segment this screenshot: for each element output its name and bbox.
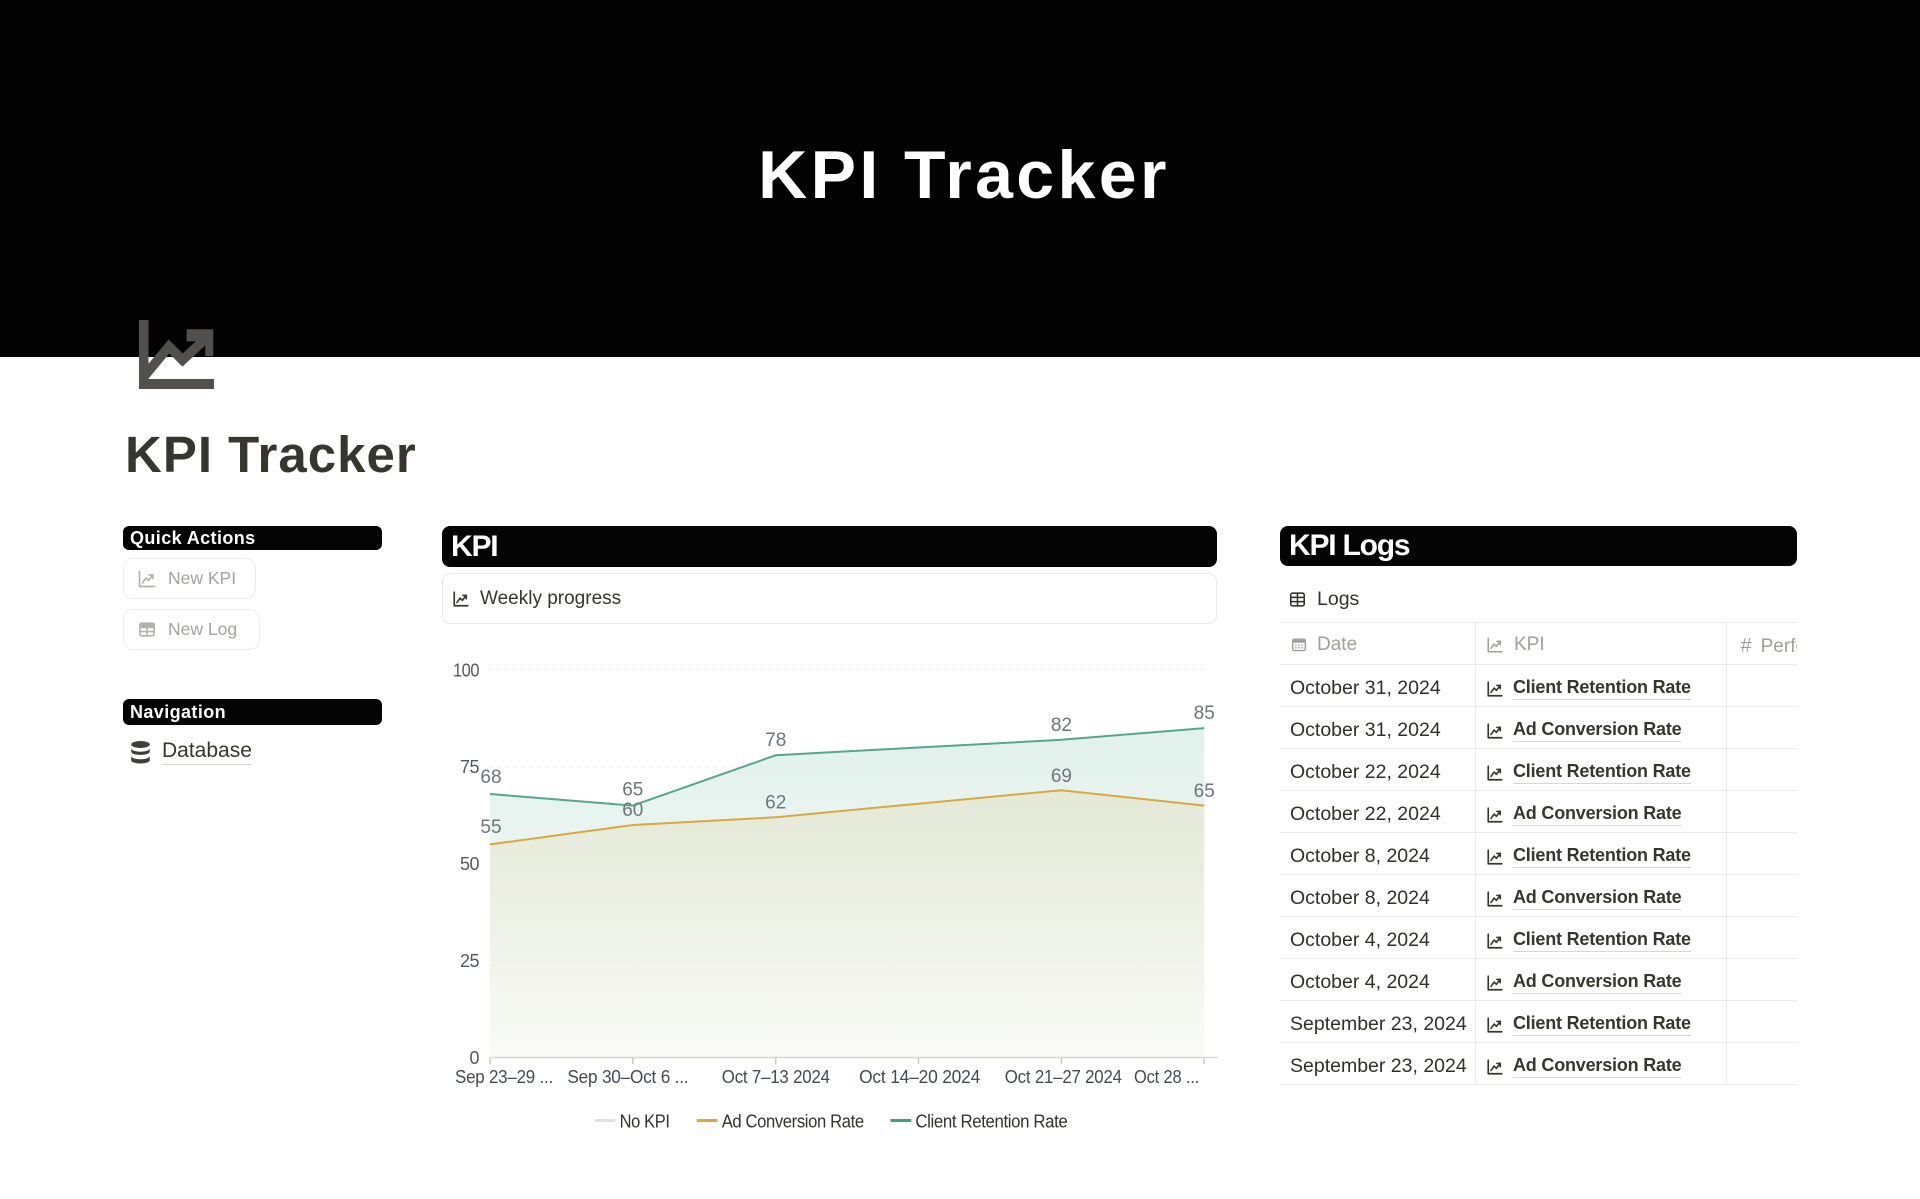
svg-text:55: 55 [480,817,501,838]
svg-text:78: 78 [765,730,786,751]
svg-text:Ad Conversion Rate: Ad Conversion Rate [722,1111,864,1131]
svg-text:Sep 23–29 ...: Sep 23–29 ... [455,1067,553,1087]
svg-text:Oct 28 ...: Oct 28 ... [1134,1067,1199,1087]
svg-text:75: 75 [460,757,480,777]
svg-text:65: 65 [622,780,643,801]
svg-text:Sep 30–Oct 6 ...: Sep 30–Oct 6 ... [567,1067,688,1087]
svg-text:82: 82 [1051,715,1072,736]
svg-text:Oct 14–20 2024: Oct 14–20 2024 [859,1067,980,1087]
svg-text:62: 62 [765,793,786,814]
svg-text:69: 69 [1051,766,1072,787]
svg-text:100: 100 [453,660,479,680]
svg-text:25: 25 [460,951,480,971]
svg-text:Oct 21–27 2024: Oct 21–27 2024 [1005,1067,1122,1087]
svg-text:85: 85 [1194,703,1215,724]
svg-text:0: 0 [469,1048,479,1068]
svg-text:65: 65 [1194,781,1215,802]
svg-text:No KPI: No KPI [620,1111,670,1131]
svg-text:50: 50 [460,854,480,874]
svg-text:Client Retention Rate: Client Retention Rate [915,1111,1067,1131]
svg-text:68: 68 [480,767,501,788]
svg-text:60: 60 [622,800,643,821]
svg-text:Oct 7–13 2024: Oct 7–13 2024 [722,1067,830,1087]
